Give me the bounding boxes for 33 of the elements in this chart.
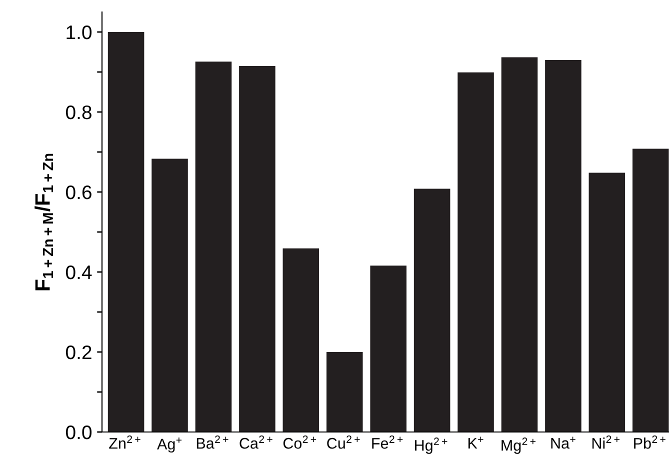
y-tick-label: 1.0 <box>66 25 92 40</box>
bar <box>195 62 232 432</box>
y-tick-label: 0.8 <box>66 105 92 120</box>
bar <box>370 266 406 432</box>
bar <box>108 32 144 432</box>
bar <box>239 66 276 432</box>
y-tick-label: 0.0 <box>66 425 92 440</box>
x-tick-label: Zn$^{2+}$ <box>109 435 140 449</box>
x-tick-label: Ca$^{2+}$ <box>240 435 272 449</box>
x-tick-label: Co$^{2+}$ <box>283 435 316 449</box>
x-tick-label: Mg$^{2+}$ <box>502 438 536 454</box>
x-tick-label: Pb$^{2+}$ <box>634 435 666 449</box>
bar <box>501 57 538 432</box>
y-axis-title: F$_{1+Zn+M}$/F$_{1+Zn}$ <box>34 154 54 290</box>
bar <box>458 72 494 432</box>
x-tick-label: Cu$^{2+}$ <box>327 435 360 449</box>
bar <box>545 60 582 432</box>
bar <box>414 188 450 432</box>
x-tick-label: K$^{+}$ <box>468 436 484 449</box>
y-tick-label: 0.4 <box>66 265 92 280</box>
x-tick-label: Hg$^{2+}$ <box>415 438 448 454</box>
bar <box>588 172 626 432</box>
y-tick-label: 0.6 <box>66 185 92 200</box>
x-tick-label: Na$^{+}$ <box>551 436 576 449</box>
bar <box>152 158 188 432</box>
x-tick-label: Ag$^{+}$ <box>157 438 182 453</box>
bar <box>326 352 363 432</box>
x-tick-label: Ni$^{2+}$ <box>592 435 620 449</box>
bar <box>282 248 320 432</box>
x-tick-label: Ba$^{2+}$ <box>196 435 228 449</box>
bar <box>632 148 669 432</box>
x-tick-label: Fe$^{2+}$ <box>372 435 403 449</box>
y-tick-label: 0.2 <box>66 345 92 360</box>
